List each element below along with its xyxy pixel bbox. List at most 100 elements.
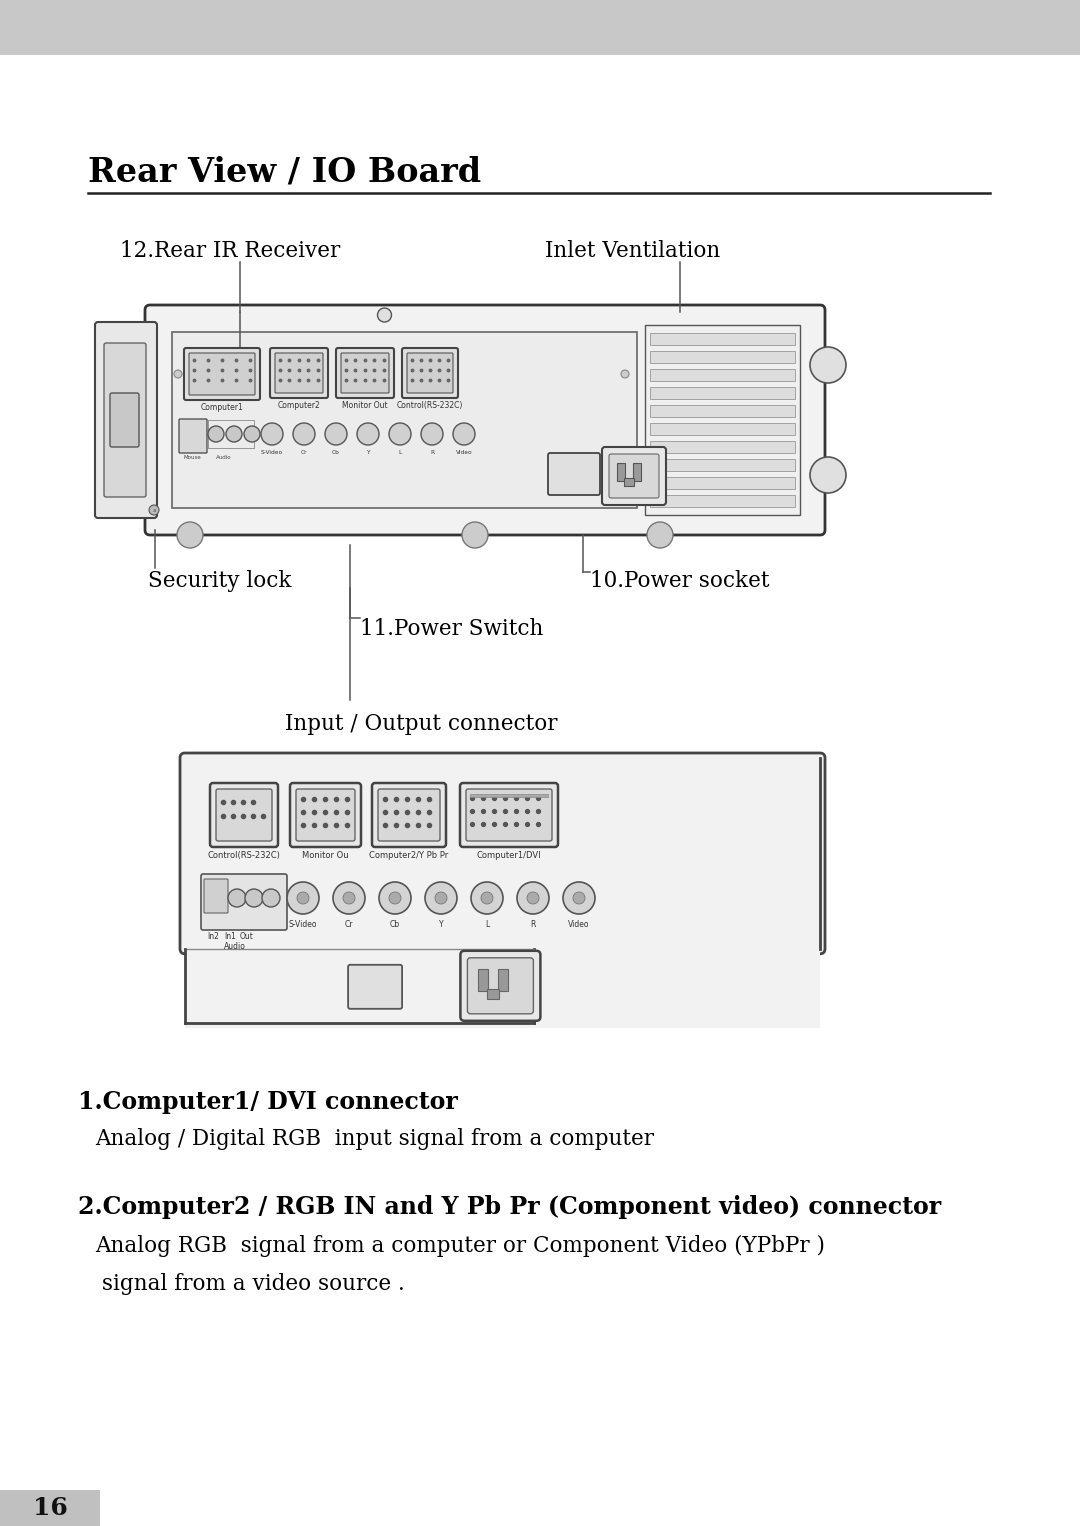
Text: Control(RS-232C): Control(RS-232C) xyxy=(396,401,463,410)
Bar xyxy=(617,462,625,481)
Circle shape xyxy=(517,882,549,914)
Circle shape xyxy=(208,426,224,443)
Circle shape xyxy=(378,308,391,322)
Circle shape xyxy=(333,882,365,914)
Text: S-Video: S-Video xyxy=(288,920,318,929)
FancyBboxPatch shape xyxy=(145,305,825,536)
Text: 10.Power socket: 10.Power socket xyxy=(590,571,769,592)
Text: Cr: Cr xyxy=(300,450,307,455)
Circle shape xyxy=(261,423,283,446)
FancyBboxPatch shape xyxy=(341,353,389,394)
Text: Audio: Audio xyxy=(224,942,246,951)
Text: Monitor Out: Monitor Out xyxy=(342,401,388,410)
Bar xyxy=(650,388,795,398)
FancyBboxPatch shape xyxy=(184,348,260,400)
Text: Control(RS-232C): Control(RS-232C) xyxy=(207,852,281,861)
Circle shape xyxy=(629,472,639,481)
Circle shape xyxy=(527,893,539,903)
Circle shape xyxy=(498,983,503,989)
FancyBboxPatch shape xyxy=(468,958,534,1013)
Circle shape xyxy=(389,423,411,446)
FancyBboxPatch shape xyxy=(189,353,255,395)
FancyBboxPatch shape xyxy=(336,348,394,398)
Text: 2.Computer2 / RGB IN and Y Pb Pr (Component video) connector: 2.Computer2 / RGB IN and Y Pb Pr (Compon… xyxy=(78,1195,941,1219)
Bar xyxy=(633,462,642,481)
FancyBboxPatch shape xyxy=(210,783,278,847)
Text: In2: In2 xyxy=(207,932,219,942)
Bar xyxy=(0,1489,100,1526)
FancyBboxPatch shape xyxy=(291,783,361,847)
Text: Cb: Cb xyxy=(390,920,400,929)
FancyBboxPatch shape xyxy=(95,322,157,517)
Bar xyxy=(498,969,509,990)
Bar xyxy=(470,794,548,797)
Circle shape xyxy=(563,882,595,914)
Circle shape xyxy=(810,346,846,383)
Bar xyxy=(172,333,637,508)
Text: L: L xyxy=(485,920,489,929)
Text: Y: Y xyxy=(438,920,443,929)
Circle shape xyxy=(293,423,315,446)
Circle shape xyxy=(426,882,457,914)
Circle shape xyxy=(357,423,379,446)
Circle shape xyxy=(471,882,503,914)
Bar xyxy=(650,494,795,507)
Circle shape xyxy=(453,423,475,446)
Circle shape xyxy=(244,426,260,443)
Circle shape xyxy=(287,882,319,914)
Text: Computer2/Y Pb Pr: Computer2/Y Pb Pr xyxy=(369,852,448,861)
Bar xyxy=(208,420,254,449)
Circle shape xyxy=(389,893,401,903)
Bar xyxy=(0,0,1080,55)
Circle shape xyxy=(226,426,242,443)
Circle shape xyxy=(810,456,846,493)
FancyBboxPatch shape xyxy=(460,951,540,1021)
Text: Computer1: Computer1 xyxy=(201,403,243,412)
Text: Analog / Digital RGB  input signal from a computer: Analog / Digital RGB input signal from a… xyxy=(95,1128,654,1151)
Text: Computer1/DVI: Computer1/DVI xyxy=(476,852,541,861)
FancyBboxPatch shape xyxy=(216,789,272,841)
FancyBboxPatch shape xyxy=(110,394,139,447)
FancyBboxPatch shape xyxy=(407,353,453,394)
Bar xyxy=(650,423,795,435)
Text: R: R xyxy=(430,450,434,455)
Text: 11.Power Switch: 11.Power Switch xyxy=(360,618,543,639)
Circle shape xyxy=(174,369,183,378)
Text: Audio: Audio xyxy=(216,455,232,459)
Circle shape xyxy=(245,890,264,906)
Text: S-Video: S-Video xyxy=(261,450,283,455)
FancyBboxPatch shape xyxy=(548,453,600,494)
Text: 1.Computer1/ DVI connector: 1.Computer1/ DVI connector xyxy=(78,1090,458,1114)
FancyBboxPatch shape xyxy=(179,420,207,453)
Text: signal from a video source .: signal from a video source . xyxy=(95,1273,405,1296)
Bar xyxy=(650,369,795,382)
Circle shape xyxy=(462,522,488,548)
Text: Inlet Ventilation: Inlet Ventilation xyxy=(545,240,720,262)
FancyBboxPatch shape xyxy=(465,789,552,841)
Text: Rear View / IO Board: Rear View / IO Board xyxy=(87,156,481,188)
FancyBboxPatch shape xyxy=(372,783,446,847)
FancyBboxPatch shape xyxy=(402,348,458,398)
Circle shape xyxy=(621,369,629,378)
Text: L: L xyxy=(399,450,402,455)
Bar xyxy=(650,351,795,363)
FancyBboxPatch shape xyxy=(104,343,146,497)
Text: Mouse: Mouse xyxy=(184,455,201,459)
Circle shape xyxy=(177,522,203,548)
Text: Security lock: Security lock xyxy=(148,571,292,592)
Circle shape xyxy=(435,893,447,903)
Bar xyxy=(650,333,795,345)
Bar xyxy=(487,989,499,1000)
Text: Analog RGB  signal from a computer or Component Video (YPbPr ): Analog RGB signal from a computer or Com… xyxy=(95,1235,825,1257)
Circle shape xyxy=(647,522,673,548)
FancyBboxPatch shape xyxy=(201,874,287,929)
Text: In1: In1 xyxy=(224,932,235,942)
Bar xyxy=(650,459,795,472)
FancyBboxPatch shape xyxy=(270,348,328,398)
Text: R: R xyxy=(530,920,536,929)
Text: Cb: Cb xyxy=(332,450,340,455)
FancyBboxPatch shape xyxy=(180,752,825,954)
Text: Y: Y xyxy=(366,450,369,455)
Circle shape xyxy=(343,893,355,903)
Text: 16: 16 xyxy=(32,1495,67,1520)
